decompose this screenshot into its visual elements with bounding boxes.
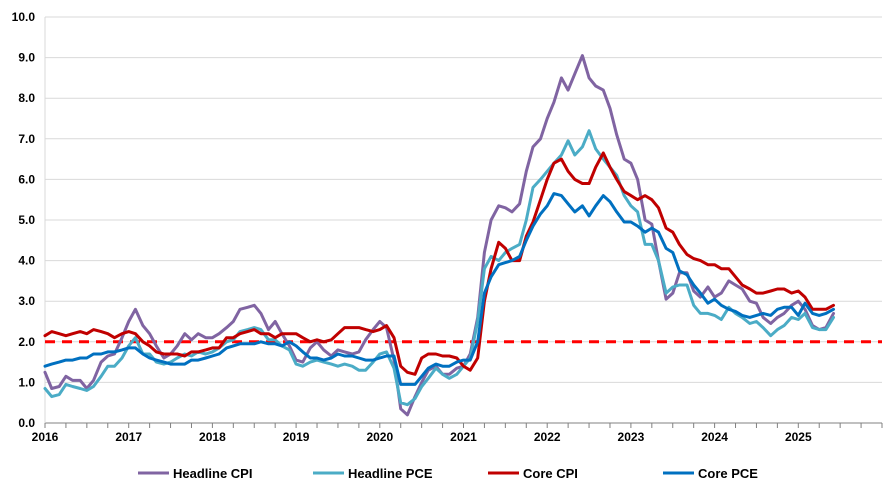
series-line-core-cpi xyxy=(43,151,835,376)
series-lines xyxy=(43,54,835,417)
x-tick-label-9: 2025 xyxy=(785,430,812,444)
y-axis-tick-labels: 0.0 1.0 2.0 3.0 4.0 5.0 6.0 7.0 8.0 9.0 10.0 xyxy=(12,10,36,430)
y-tick-label-4: 4.0 xyxy=(18,254,35,268)
x-tick-label-3: 2019 xyxy=(283,430,310,444)
x-tick-label-2: 2018 xyxy=(199,430,226,444)
y-tick-label-0: 0.0 xyxy=(18,416,35,430)
y-tick-label-5: 5.0 xyxy=(18,213,35,227)
x-tick-label-6: 2022 xyxy=(534,430,561,444)
x-axis-tick-labels: 2016 2017 2018 2019 2020 2021 2022 2023 2024 2025 xyxy=(32,430,812,444)
y-tick-label-1: 1.0 xyxy=(18,375,35,389)
legend-label-headline-pce: Headline PCE xyxy=(348,466,433,481)
x-tick-label-5: 2021 xyxy=(450,430,477,444)
y-tick-label-8: 8.0 xyxy=(18,91,35,105)
y-tick-label-9: 9.0 xyxy=(18,51,35,65)
y-tick-label-3: 3.0 xyxy=(18,294,35,308)
y-tick-label-7: 7.0 xyxy=(18,132,35,146)
legend-label-headline-cpi: Headline CPI xyxy=(173,466,252,481)
series-line-core-pce xyxy=(43,192,835,386)
x-tick-label-7: 2023 xyxy=(618,430,645,444)
x-axis xyxy=(44,17,883,428)
x-tick-label-0: 2016 xyxy=(32,430,59,444)
y-tick-label-10: 10.0 xyxy=(12,10,36,24)
x-tick-label-4: 2020 xyxy=(366,430,393,444)
x-tick-label-8: 2024 xyxy=(701,430,728,444)
legend: Headline CPI Headline PCE Core CPI Core PCE xyxy=(138,466,758,481)
y-tick-label-6: 6.0 xyxy=(18,172,35,186)
legend-label-core-cpi: Core CPI xyxy=(523,466,578,481)
y-tick-label-2: 2.0 xyxy=(18,335,35,349)
legend-label-core-pce: Core PCE xyxy=(698,466,758,481)
gridlines xyxy=(45,16,882,383)
series-line-headline-pce xyxy=(43,129,835,407)
x-tick-label-1: 2017 xyxy=(115,430,142,444)
